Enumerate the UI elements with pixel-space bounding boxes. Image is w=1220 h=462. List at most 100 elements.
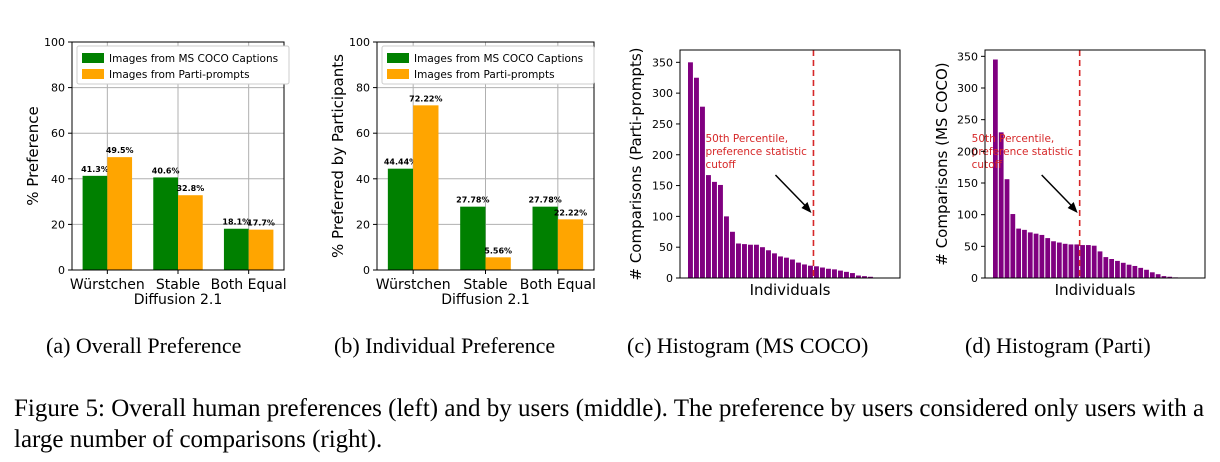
histogram-bar: [862, 276, 867, 278]
bar-value-label: 72.22%: [409, 94, 442, 103]
histogram-bar: [814, 266, 819, 278]
bar-coco: [460, 206, 486, 270]
bar-parti: [413, 105, 439, 270]
legend-swatch: [82, 69, 104, 79]
caption-b: (b) Individual Preference: [334, 333, 556, 358]
y-tick-label: 0: [363, 264, 370, 277]
legend-label: Images from MS COCO Captions: [109, 53, 278, 65]
histogram-bar: [742, 244, 747, 278]
histogram-bar: [694, 77, 699, 278]
bar-value-label: 22.22%: [554, 208, 587, 217]
annotation-text: cutoff: [972, 159, 1003, 171]
histogram-bar: [802, 264, 807, 278]
bar-value-label: 27.78%: [456, 196, 489, 205]
histogram-bar: [712, 181, 717, 278]
bar-value-label: 49.5%: [106, 146, 134, 155]
legend-label: Images from Parti-prompts: [109, 69, 250, 81]
bar-parti: [107, 157, 133, 270]
x-tick-label: Stable: [463, 277, 507, 293]
histogram-bar: [1167, 276, 1173, 278]
y-axis-label: % Preferred by Participants: [329, 54, 347, 258]
histogram-bar: [1027, 232, 1033, 278]
y-axis-label: % Preference: [24, 106, 42, 205]
y-tick-label: 200: [957, 145, 978, 158]
y-tick-label: 60: [356, 127, 370, 140]
x-tick-label: Stable: [156, 277, 200, 293]
x-axis-label: Individuals: [1055, 281, 1136, 299]
histogram-bar: [1103, 257, 1109, 278]
histogram-bar: [998, 132, 1004, 278]
legend-swatch: [387, 69, 409, 79]
bar-value-label: 18.1%: [222, 218, 250, 227]
y-tick-label: 80: [356, 82, 370, 95]
bar-value-label: 41.3%: [81, 165, 109, 174]
histogram-bar: [688, 62, 693, 278]
histogram-bar: [826, 268, 831, 278]
legend-label: Images from MS COCO Captions: [414, 53, 583, 65]
y-tick-label: 40: [51, 173, 65, 186]
bar-coco: [223, 228, 249, 270]
y-tick-label: 50: [659, 241, 673, 254]
bar-parti: [485, 257, 511, 270]
histogram-bar: [993, 59, 998, 278]
bar-parti: [557, 219, 584, 270]
legend-label: Images from Parti-prompts: [414, 69, 555, 81]
y-tick-label: 100: [349, 36, 370, 49]
y-tick-label: 50: [964, 240, 978, 253]
y-tick-label: 20: [51, 218, 65, 231]
bar-value-label: 5.56%: [484, 246, 512, 255]
bar-value-label: 27.78%: [529, 196, 562, 205]
annotation-text: 50th Percentile,: [972, 133, 1055, 145]
histogram-bar: [1004, 179, 1010, 278]
histogram-bar: [1115, 260, 1120, 278]
bar-coco: [532, 206, 558, 270]
y-axis-label: # Comparisons (MS COCO): [933, 62, 951, 265]
caption-c: (c) Histogram (MS COCO): [627, 333, 869, 358]
histogram-bar: [1149, 272, 1155, 278]
y-tick-label: 100: [44, 36, 65, 49]
y-tick-label: 350: [957, 50, 978, 63]
histogram-bar: [1091, 245, 1097, 278]
histogram-bar: [1132, 265, 1138, 278]
x-tick-label: Diffusion 2.1: [441, 292, 530, 308]
y-tick-label: 60: [51, 127, 65, 140]
x-tick-label: Both Equal: [211, 277, 287, 293]
histogram-bar: [1056, 242, 1062, 278]
annotation-arrow: [774, 174, 810, 211]
legend-box: [381, 45, 595, 85]
legend-swatch: [387, 53, 409, 63]
bar-value-label: 40.6%: [152, 166, 180, 175]
histogram-bar: [1144, 269, 1149, 278]
histogram-bar: [1109, 259, 1115, 278]
histogram-bar: [760, 247, 765, 278]
annotation-text: cutoff: [705, 159, 736, 171]
y-tick-label: 150: [957, 177, 978, 190]
y-tick-label: 100: [652, 210, 673, 223]
y-tick-label: 40: [356, 173, 370, 186]
histogram-bar: [1033, 233, 1039, 278]
histogram-bar: [784, 257, 789, 278]
figure-caption: Figure 5: Overall human preferences (lef…: [14, 395, 1205, 453]
histogram-bar: [820, 267, 825, 278]
histogram-bar: [1126, 264, 1132, 278]
bar-value-label: 17.7%: [247, 219, 275, 228]
histogram-bar: [754, 244, 759, 278]
histogram-bar: [730, 231, 735, 278]
histogram-bar: [1039, 234, 1045, 278]
histogram-bar: [1155, 274, 1161, 278]
histogram-bar: [1080, 245, 1085, 278]
histogram-bar: [868, 276, 873, 278]
histogram-bar: [1097, 251, 1103, 278]
histogram-bar: [844, 271, 849, 278]
plot-frame: [679, 49, 901, 279]
caption-a: (a) Overall Preference: [46, 333, 242, 358]
y-axis-label: # Comparisons (Parti-prompts): [627, 48, 645, 281]
legend-box: [76, 45, 290, 85]
histogram-bar: [856, 275, 861, 278]
histogram-bar: [700, 106, 705, 278]
annotation-text: preference statistic: [972, 146, 1074, 158]
histogram-bar: [1016, 228, 1022, 278]
x-tick-label: Würstchen: [70, 277, 145, 293]
bar-value-label: 32.8%: [176, 184, 204, 193]
histogram-bar: [778, 256, 783, 278]
